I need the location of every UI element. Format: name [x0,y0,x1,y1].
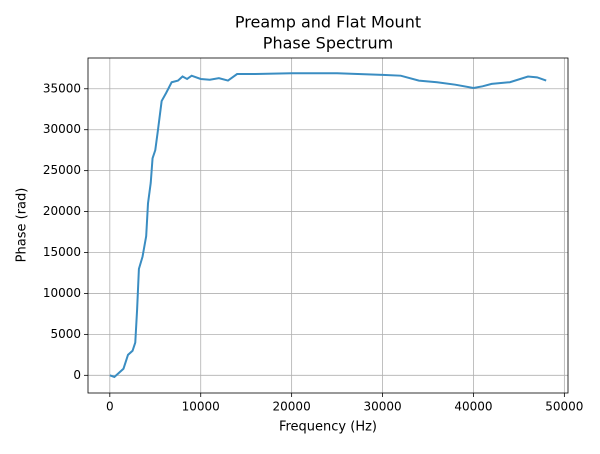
y-tick-label: 30000 [43,122,81,136]
x-tick-label: 0 [106,400,114,414]
data-line [109,72,547,379]
y-tick-label: 15000 [43,245,81,259]
x-axis-label: Frequency (Hz) [279,420,377,435]
x-tick-label: 20000 [273,400,311,414]
y-tick-label: 5000 [50,327,81,341]
y-tick-label: 0 [73,368,81,382]
chart-title: Preamp and Flat Mount [235,13,421,32]
x-tick-label: 50000 [545,400,583,414]
chart-subtitle: Phase Spectrum [263,34,393,53]
x-tick-label: 30000 [363,400,401,414]
x-tick-label: 40000 [454,400,492,414]
y-tick-label: 25000 [43,163,81,177]
x-tick-label: 10000 [182,400,220,414]
y-tick-label: 35000 [43,81,81,95]
y-tick-label: 10000 [43,286,81,300]
plot-frame [87,57,569,394]
y-tick-label: 20000 [43,204,81,218]
y-axis-label: Phase (rad) [15,188,30,263]
